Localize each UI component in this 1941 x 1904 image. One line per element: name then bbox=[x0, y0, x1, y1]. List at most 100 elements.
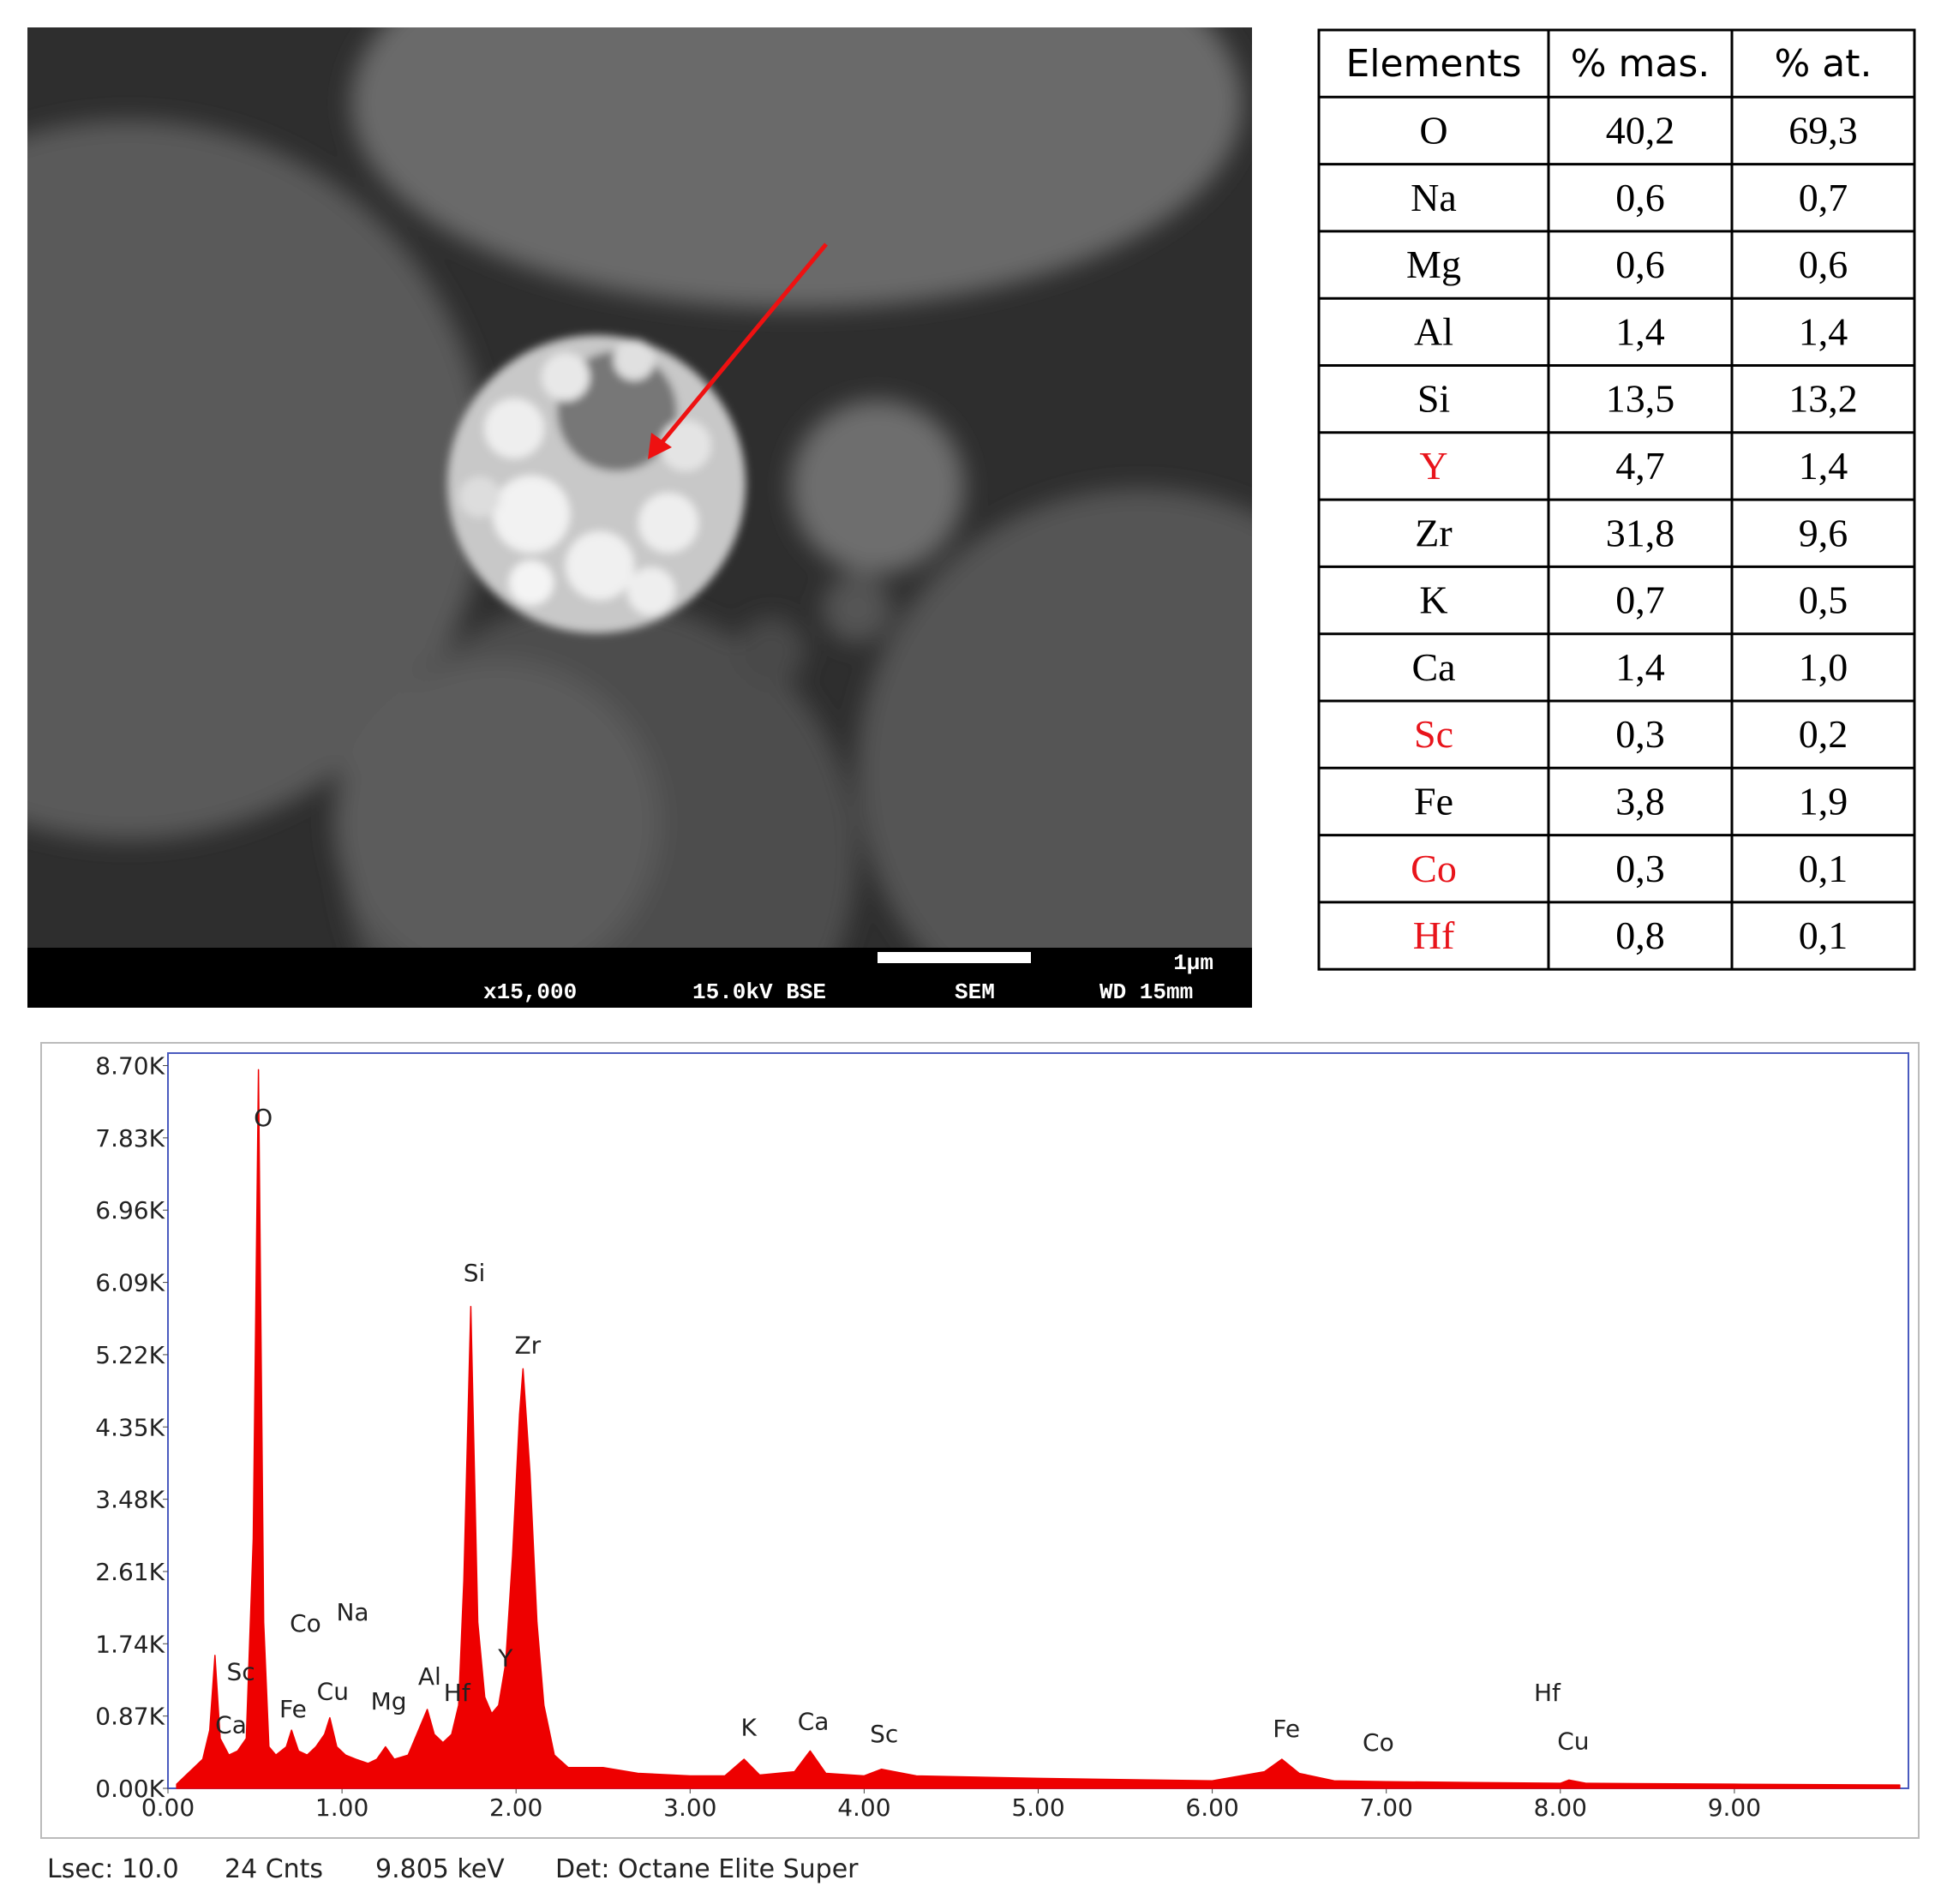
cell: Al bbox=[1414, 309, 1453, 353]
cell: 1,9 bbox=[1799, 779, 1848, 823]
cell: Fe bbox=[1414, 779, 1453, 823]
cell: 0,7 bbox=[1799, 176, 1848, 219]
header-cell: % at. bbox=[1775, 42, 1872, 86]
peak-label: Si bbox=[464, 1259, 486, 1287]
cell: 0,3 bbox=[1615, 847, 1665, 890]
cell: 31,8 bbox=[1606, 511, 1675, 554]
footer-text: 9.805 keV bbox=[375, 1854, 505, 1884]
cell: 1,4 bbox=[1615, 645, 1665, 689]
peak-label: Fe bbox=[279, 1695, 307, 1723]
cell: 0,7 bbox=[1615, 578, 1665, 622]
footer-text: 24 Cnts bbox=[225, 1854, 323, 1884]
peak-label: Hf bbox=[444, 1679, 471, 1707]
cell: K bbox=[1419, 578, 1447, 622]
x-tick-label: 8.00 bbox=[1534, 1793, 1587, 1822]
cell: 1,4 bbox=[1799, 444, 1848, 488]
y-tick-label: 6.09K bbox=[95, 1269, 165, 1297]
peak-label: Mg bbox=[371, 1687, 407, 1715]
header-cell: Elements bbox=[1345, 42, 1521, 86]
y-tick-label: 7.83K bbox=[95, 1124, 165, 1153]
peak-label: Sc bbox=[870, 1720, 898, 1748]
cell: Zr bbox=[1415, 511, 1452, 554]
peak-label: Zr bbox=[514, 1331, 541, 1359]
cell: O bbox=[1419, 108, 1447, 152]
cell: Mg bbox=[1406, 242, 1461, 286]
x-tick-label: 5.00 bbox=[1011, 1793, 1064, 1822]
x-tick-label: 6.00 bbox=[1185, 1793, 1238, 1822]
peak-label: O bbox=[254, 1104, 273, 1132]
y-tick-label: 8.70K bbox=[95, 1052, 165, 1081]
x-tick-label: 4.00 bbox=[837, 1793, 890, 1822]
y-tick-label: 0.87K bbox=[95, 1703, 165, 1731]
x-tick-label: 1.00 bbox=[315, 1793, 368, 1822]
y-tick-label: 2.61K bbox=[95, 1558, 165, 1586]
cell: 0,3 bbox=[1615, 712, 1665, 756]
cell: 0,5 bbox=[1799, 578, 1848, 622]
cell: 1,0 bbox=[1799, 645, 1848, 689]
peak-label: K bbox=[741, 1714, 758, 1742]
cell: Co bbox=[1411, 847, 1457, 890]
cell: Na bbox=[1411, 176, 1457, 219]
cell: Y bbox=[1419, 444, 1447, 488]
scale-bar bbox=[878, 952, 1031, 963]
magnification: x15,000 bbox=[483, 979, 577, 1005]
x-tick-label: 3.00 bbox=[663, 1793, 716, 1822]
peak-label: Cu bbox=[1557, 1727, 1589, 1755]
plot-area bbox=[167, 1052, 1909, 1789]
cell: 69,3 bbox=[1788, 108, 1858, 152]
mode: SEM bbox=[955, 979, 995, 1005]
sem-image bbox=[27, 27, 1252, 948]
table: Elements % mas. % at. O 40,2 69,3 Na 0,6 0,7 Mg 0,… bbox=[1317, 28, 1916, 971]
cell: 3,8 bbox=[1615, 779, 1665, 823]
cell: 0,6 bbox=[1615, 176, 1665, 219]
cell: Hf bbox=[1413, 913, 1455, 957]
x-tick-label: 9.00 bbox=[1708, 1793, 1761, 1822]
cell: 0,1 bbox=[1799, 847, 1848, 890]
info-bar bbox=[27, 948, 1252, 1008]
footer-text: Lsec: 10.0 bbox=[47, 1854, 179, 1884]
cell: 0,6 bbox=[1799, 242, 1848, 286]
y-tick-label: 5.22K bbox=[95, 1341, 165, 1369]
cell: 0,1 bbox=[1799, 913, 1848, 957]
cell: 40,2 bbox=[1606, 108, 1675, 152]
peak-label: Ca bbox=[215, 1711, 247, 1739]
peak-label: Ca bbox=[798, 1707, 830, 1735]
cell: 13,5 bbox=[1606, 377, 1675, 421]
peak-label: Co bbox=[1363, 1728, 1394, 1757]
cell: 1,4 bbox=[1799, 309, 1848, 353]
footer-text: Det: Octane Elite Super bbox=[555, 1854, 859, 1884]
peak-label: Na bbox=[336, 1598, 368, 1626]
scale-label: 1µm bbox=[1173, 950, 1213, 976]
cell: Sc bbox=[1414, 712, 1453, 756]
cell: 0,6 bbox=[1615, 242, 1665, 286]
voltage: 15.0kV BSE bbox=[692, 979, 826, 1005]
peak-label: Y bbox=[497, 1644, 513, 1672]
y-tick-label: 6.96K bbox=[95, 1196, 165, 1224]
y-tick-label: 3.48K bbox=[95, 1486, 165, 1514]
cell: 0,8 bbox=[1615, 913, 1665, 957]
spectrum bbox=[176, 1069, 1901, 1789]
cell: 9,6 bbox=[1799, 511, 1848, 554]
y-tick-label: 4.35K bbox=[95, 1413, 165, 1441]
x-tick-label: 2.00 bbox=[489, 1793, 542, 1822]
cell: 4,7 bbox=[1615, 444, 1665, 488]
cell: Si bbox=[1417, 377, 1450, 421]
cell: 0,2 bbox=[1799, 712, 1848, 756]
y-tick-label: 0.00K bbox=[95, 1775, 165, 1803]
cell: 1,4 bbox=[1615, 309, 1665, 353]
peak-label: Cu bbox=[317, 1678, 349, 1706]
working-distance: WD 15mm bbox=[1099, 979, 1193, 1005]
x-tick-label: 7.00 bbox=[1360, 1793, 1413, 1822]
x-tick-label: 0.00 bbox=[141, 1793, 195, 1822]
peak-label: Hf bbox=[1534, 1679, 1561, 1707]
y-tick-label: 1.74K bbox=[95, 1630, 165, 1658]
header-cell: % mas. bbox=[1571, 42, 1710, 86]
peak-label: Co bbox=[290, 1609, 321, 1638]
peak-label: Fe bbox=[1273, 1715, 1300, 1743]
cell: Ca bbox=[1411, 645, 1455, 689]
peak-label: Sc bbox=[227, 1657, 255, 1685]
peak-label: Al bbox=[418, 1662, 441, 1691]
cell: 13,2 bbox=[1788, 377, 1858, 421]
